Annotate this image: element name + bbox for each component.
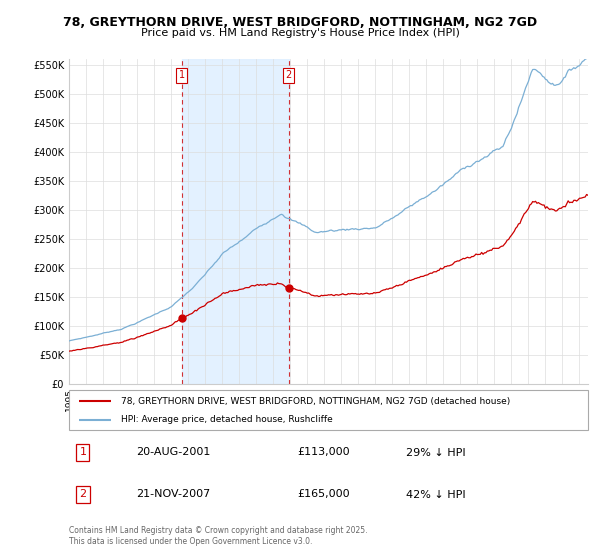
Point xyxy=(177,314,187,323)
Text: 42% ↓ HPI: 42% ↓ HPI xyxy=(406,489,466,500)
Text: Price paid vs. HM Land Registry's House Price Index (HPI): Price paid vs. HM Land Registry's House … xyxy=(140,28,460,38)
Text: HPI: Average price, detached house, Rushcliffe: HPI: Average price, detached house, Rush… xyxy=(121,416,332,424)
Text: 78, GREYTHORN DRIVE, WEST BRIDGFORD, NOTTINGHAM, NG2 7GD: 78, GREYTHORN DRIVE, WEST BRIDGFORD, NOT… xyxy=(63,16,537,29)
Point xyxy=(284,283,293,292)
Text: 78, GREYTHORN DRIVE, WEST BRIDGFORD, NOTTINGHAM, NG2 7GD (detached house): 78, GREYTHORN DRIVE, WEST BRIDGFORD, NOT… xyxy=(121,396,510,405)
Text: 2: 2 xyxy=(79,489,86,500)
Text: 20-AUG-2001: 20-AUG-2001 xyxy=(136,447,211,458)
Text: 2: 2 xyxy=(286,70,292,80)
Text: £165,000: £165,000 xyxy=(298,489,350,500)
Bar xyxy=(182,59,289,384)
Text: 1: 1 xyxy=(179,70,185,80)
Text: 1: 1 xyxy=(79,447,86,458)
Text: £113,000: £113,000 xyxy=(298,447,350,458)
Text: 29% ↓ HPI: 29% ↓ HPI xyxy=(406,447,466,458)
Text: 21-NOV-2007: 21-NOV-2007 xyxy=(136,489,211,500)
Text: Contains HM Land Registry data © Crown copyright and database right 2025.
This d: Contains HM Land Registry data © Crown c… xyxy=(69,526,367,546)
